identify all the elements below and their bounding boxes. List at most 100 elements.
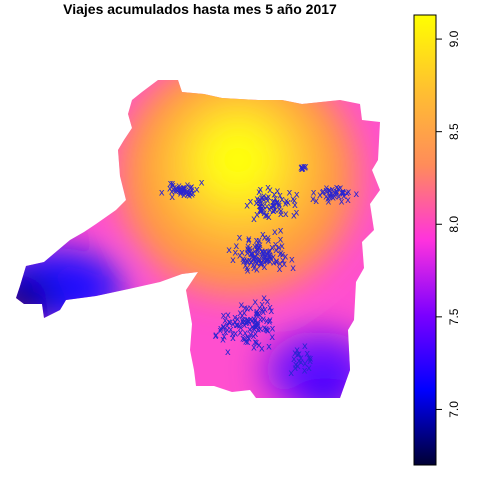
station-marker: x — [290, 263, 296, 274]
station-marker: x — [261, 205, 267, 216]
station-marker: x — [283, 209, 289, 220]
station-marker: x — [345, 195, 351, 206]
station-marker: x — [257, 324, 263, 335]
color-legend: 7.0 7.5 8.0 8.5 9.0 — [413, 14, 461, 466]
station-marker: x — [262, 254, 268, 265]
station-marker: x — [189, 182, 195, 193]
station-marker: x — [260, 192, 266, 203]
legend-tick-label: 9.0 — [447, 30, 461, 47]
station-marker: x — [171, 185, 177, 196]
station-marker: x — [249, 316, 255, 327]
station-marker: x — [276, 242, 282, 253]
station-marker: x — [269, 242, 275, 253]
station-marker: x — [273, 257, 279, 268]
station-marker: x — [243, 260, 249, 271]
station-marker: x — [245, 337, 251, 348]
station-marker: x — [188, 183, 194, 194]
station-marker: x — [298, 163, 304, 174]
station-marker: x — [257, 303, 263, 314]
station-marker: x — [246, 317, 252, 328]
station-marker: x — [307, 353, 313, 364]
station-marker: x — [251, 253, 257, 264]
legend-tick-label: 8.5 — [447, 123, 461, 140]
station-marker: x — [334, 187, 340, 198]
station-marker: x — [252, 246, 258, 257]
station-marker: x — [256, 340, 262, 351]
station-marker: x — [248, 330, 254, 341]
station-marker: x — [249, 249, 255, 260]
station-marker: x — [329, 188, 335, 199]
station-marker: x — [260, 253, 266, 264]
station-marker: x — [269, 332, 275, 343]
station-marker: x — [173, 184, 179, 195]
map-zone-yellow — [196, 118, 280, 202]
station-marker: x — [258, 258, 264, 269]
station-marker: x — [345, 187, 351, 198]
station-marker: x — [254, 310, 260, 321]
station-marker: x — [178, 187, 184, 198]
station-marker: x — [176, 181, 182, 192]
station-marker: x — [230, 255, 236, 266]
station-marker: x — [249, 252, 255, 263]
station-marker: x — [255, 245, 261, 256]
station-marker: x — [272, 205, 278, 216]
station-marker: x — [296, 356, 302, 367]
station-marker: x — [260, 230, 266, 241]
station-marker: x — [159, 188, 165, 199]
station-marker: x — [276, 200, 282, 211]
station-marker: x — [232, 313, 238, 324]
station-marker: x — [245, 332, 251, 343]
station-marker: x — [291, 211, 297, 222]
station-marker: x — [261, 191, 267, 202]
station-marker: x — [334, 183, 340, 194]
station-marker: x — [185, 180, 191, 191]
station-marker: x — [176, 184, 182, 195]
station-marker: x — [262, 262, 268, 273]
station-marker: x — [237, 328, 243, 339]
station-marker: x — [234, 320, 240, 331]
station-marker: x — [271, 189, 277, 200]
station-marker: x — [256, 243, 262, 254]
station-marker: x — [263, 211, 269, 222]
station-marker: x — [252, 329, 258, 340]
station-marker: x — [336, 184, 342, 195]
station-marker: x — [329, 184, 335, 195]
station-marker: x — [320, 187, 326, 198]
station-marker: x — [167, 183, 173, 194]
station-marker: x — [279, 241, 285, 252]
station-marker: x — [255, 317, 261, 328]
station-marker: x — [255, 308, 261, 319]
station-marker: x — [254, 265, 260, 276]
station-marker: x — [326, 186, 332, 197]
station-marker: x — [189, 185, 195, 196]
station-marker: x — [261, 323, 267, 334]
station-marker: x — [180, 187, 186, 198]
station-marker: x — [266, 251, 272, 262]
station-marker: x — [177, 186, 183, 197]
station-marker: x — [169, 178, 175, 189]
station-marker: x — [242, 328, 248, 339]
station-marker: x — [241, 308, 247, 319]
station-marker: x — [181, 190, 187, 201]
station-marker: x — [264, 211, 270, 222]
station-marker: x — [283, 252, 289, 263]
station-marker: x — [213, 331, 219, 342]
station-marker: x — [265, 182, 271, 193]
station-marker: x — [330, 192, 336, 203]
station-marker: x — [276, 204, 282, 215]
map-zone-blue-southeast — [295, 377, 355, 398]
station-marker: x — [264, 202, 270, 213]
station-marker: x — [170, 180, 176, 191]
station-marker: x — [237, 251, 243, 262]
station-marker: x — [306, 363, 312, 374]
station-marker: x — [281, 259, 287, 270]
station-marker: x — [253, 338, 259, 349]
station-marker: x — [266, 342, 272, 353]
station-marker: x — [247, 243, 253, 254]
station-marker: x — [294, 190, 300, 201]
station-marker: x — [224, 320, 230, 331]
station-marker: x — [291, 195, 297, 206]
station-marker: x — [339, 197, 345, 208]
station-marker: x — [228, 324, 234, 335]
station-marker: x — [254, 258, 260, 269]
